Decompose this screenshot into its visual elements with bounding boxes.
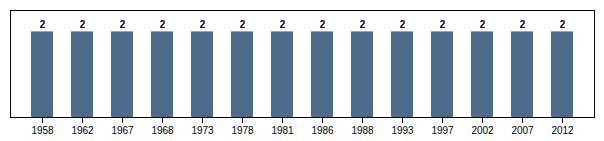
svg-text:2: 2 — [160, 19, 166, 30]
svg-text:1978: 1978 — [231, 125, 254, 136]
svg-text:1962: 1962 — [71, 125, 94, 136]
svg-text:1997: 1997 — [431, 125, 454, 136]
svg-text:2: 2 — [480, 19, 486, 30]
svg-text:2: 2 — [240, 19, 246, 30]
svg-text:1973: 1973 — [191, 125, 214, 136]
svg-text:2: 2 — [560, 19, 566, 30]
svg-text:1958: 1958 — [31, 125, 54, 136]
svg-text:1981: 1981 — [271, 125, 294, 136]
svg-text:2: 2 — [520, 19, 526, 30]
svg-text:1967: 1967 — [111, 125, 134, 136]
svg-text:1993: 1993 — [391, 125, 414, 136]
svg-text:2: 2 — [120, 19, 126, 30]
svg-text:2007: 2007 — [511, 125, 534, 136]
svg-text:1986: 1986 — [311, 125, 334, 136]
svg-text:2: 2 — [40, 19, 46, 30]
svg-text:2: 2 — [80, 19, 86, 30]
svg-text:1968: 1968 — [151, 125, 174, 136]
svg-text:2002: 2002 — [471, 125, 494, 136]
svg-text:1988: 1988 — [351, 125, 374, 136]
svg-text:2: 2 — [320, 19, 326, 30]
svg-text:2: 2 — [400, 19, 406, 30]
svg-text:2: 2 — [360, 19, 366, 30]
svg-text:2012: 2012 — [551, 125, 574, 136]
svg-text:2: 2 — [200, 19, 206, 30]
svg-text:2: 2 — [440, 19, 446, 30]
svg-text:2: 2 — [280, 19, 286, 30]
